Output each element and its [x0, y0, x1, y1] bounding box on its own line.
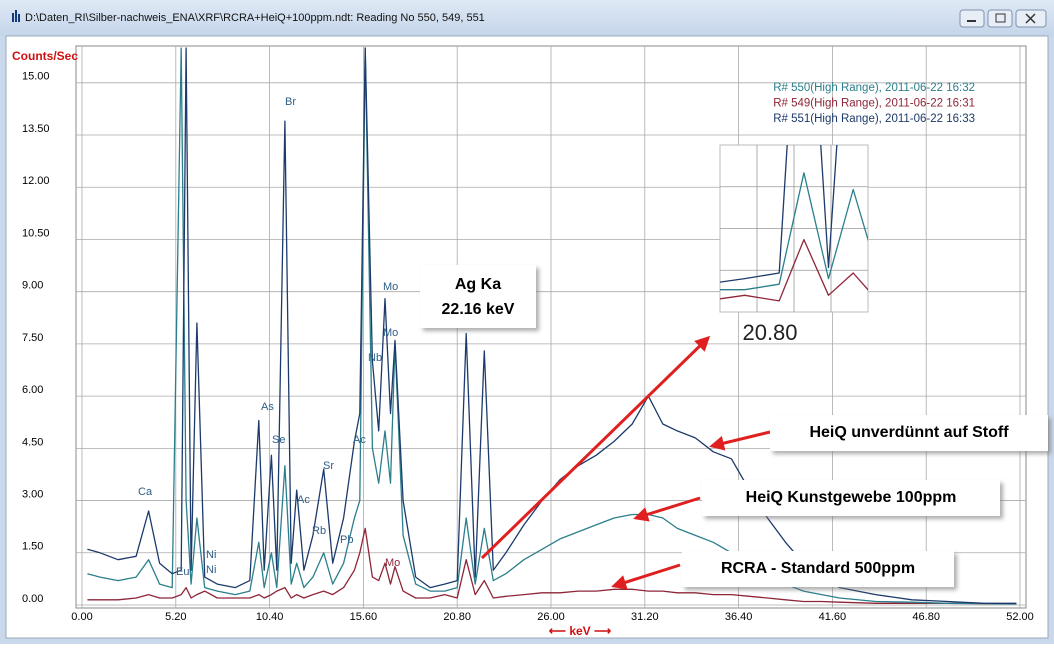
- x-tick-label: 5.20: [165, 611, 186, 623]
- peak-label: Ac: [297, 494, 310, 506]
- close-icon: [1025, 13, 1036, 24]
- maximize-icon: [995, 13, 1006, 23]
- inset-label: 20.80: [742, 320, 797, 345]
- peak-label: Mo: [383, 281, 398, 293]
- callout-text: HeiQ unverdünnt auf Stoff: [809, 424, 1009, 441]
- maximize-button[interactable]: [987, 9, 1013, 28]
- peak-label: Br: [285, 96, 296, 108]
- peak-label: Nb: [368, 352, 382, 364]
- app-icon: [12, 10, 20, 22]
- arrow: [480, 335, 711, 560]
- callout-text: 22.16 keV: [442, 301, 515, 318]
- y-tick-label: 12.00: [22, 175, 50, 187]
- legend-entry: R# 549(High Range), 2011-06-22 16:31: [773, 98, 975, 110]
- title-bar: [0, 0, 1054, 36]
- callout-text: RCRA - Standard 500ppm: [721, 560, 915, 577]
- spectra: [87, 47, 1017, 605]
- legend: R# 550(High Range), 2011-06-22 16:32 R# 5…: [773, 82, 975, 125]
- y-tick-label: 15.00: [22, 71, 50, 83]
- x-axis-label: ⟵ keV ⟶: [549, 624, 611, 638]
- peak-label: As: [261, 401, 274, 413]
- arrow: [709, 430, 771, 451]
- window-title: D:\Daten_RI\Silber-nachweis_ENA\XRF\RCRA…: [25, 12, 485, 24]
- x-tick-label: 20.80: [443, 611, 471, 623]
- x-tick-label: 10.40: [256, 611, 284, 623]
- peak-label: Se: [272, 434, 285, 446]
- peak-labels: Ca Eu Ni Ni As Se Br Ac Sr Rb Pb Ac Nb Mo Mo Mo: [138, 96, 400, 578]
- x-tick-label: 52.00: [1006, 611, 1034, 623]
- inset: [719, 144, 869, 313]
- x-tick-label: 0.00: [71, 611, 92, 623]
- minimize-icon: [967, 20, 976, 22]
- x-tick-label: 15.60: [350, 611, 378, 623]
- x-tick-label: 46.80: [912, 611, 940, 623]
- arrow: [633, 496, 701, 522]
- x-tick-label: 36.40: [725, 611, 753, 623]
- y-tick-label: 0.00: [22, 593, 43, 605]
- peak-label: Mo: [385, 557, 400, 569]
- callout-kunst: HeiQ Kunstgewebe 100ppm: [702, 480, 1000, 516]
- peak-label: Mo: [383, 327, 398, 339]
- callout-box: [770, 415, 1048, 451]
- peak-label: Sr: [323, 460, 334, 472]
- spectrum-line: [87, 47, 1017, 604]
- y-tick-label: 1.50: [22, 541, 43, 553]
- y-tick-label: 9.00: [22, 280, 43, 292]
- legend-entry: R# 550(High Range), 2011-06-22 16:32: [773, 82, 975, 94]
- x-tick-label: 41.60: [819, 611, 847, 623]
- x-tick-label: 31.20: [631, 611, 659, 623]
- arrows: [480, 335, 771, 590]
- peak-label: Eu: [176, 566, 189, 578]
- y-tick-label: 7.50: [22, 332, 43, 344]
- spectrum-line: [87, 527, 1017, 605]
- callout-text: Ag Ka: [455, 276, 501, 293]
- peak-label: Ni: [206, 564, 216, 576]
- peak-label: Ca: [138, 486, 153, 498]
- y-tick-label: 6.00: [22, 384, 43, 396]
- minimize-button[interactable]: [959, 9, 985, 28]
- y-tick-label: 3.00: [22, 488, 43, 500]
- chart-panel: [5, 35, 1049, 639]
- y-axis-label: Counts/Sec: [12, 49, 78, 63]
- window-buttons[interactable]: [959, 9, 1047, 28]
- peak-label: Ni: [206, 549, 216, 561]
- peak-label: Ac: [353, 434, 366, 446]
- peak-label: Pb: [340, 534, 353, 546]
- peak-label: Rb: [312, 525, 326, 537]
- y-tick-label: 4.50: [22, 436, 43, 448]
- callout-box: [420, 265, 536, 328]
- callout-ag: Ag Ka 22.16 keV: [420, 265, 536, 328]
- callout-box: [682, 551, 954, 587]
- callout-heiq: HeiQ unverdünnt auf Stoff: [770, 415, 1048, 451]
- y-tick-label: 10.50: [22, 227, 50, 239]
- legend-entry: R# 551(High Range), 2011-06-22 16:33: [773, 113, 975, 125]
- y-tick-label: 13.50: [22, 123, 50, 135]
- x-tick-label: 26.00: [537, 611, 565, 623]
- callout-box: [702, 480, 1000, 516]
- callout-text: HeiQ Kunstgewebe 100ppm: [746, 489, 957, 506]
- arrow: [611, 563, 681, 590]
- callout-rcra: RCRA - Standard 500ppm: [682, 551, 954, 587]
